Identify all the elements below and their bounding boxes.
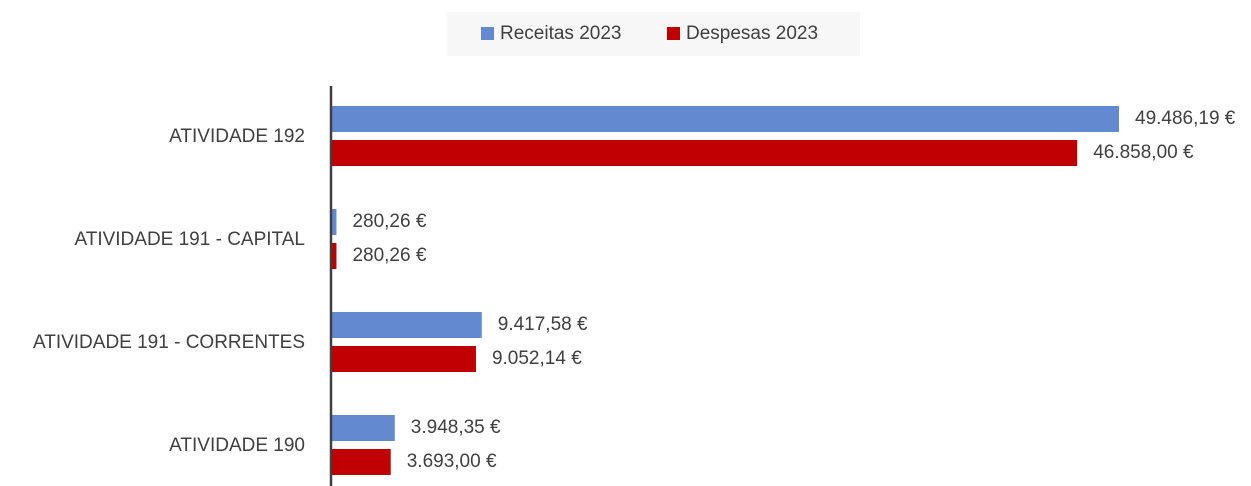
y-tick-label: ATIVIDADE 191 - CAPITAL — [74, 229, 305, 250]
bar — [332, 140, 1078, 166]
value-label: 280,26 € — [352, 211, 426, 232]
legend-label: Despesas 2023 — [686, 23, 818, 44]
bar — [332, 243, 337, 269]
value-label: 46.858,00 € — [1093, 142, 1194, 163]
value-label: 3.948,35 € — [411, 417, 501, 438]
bar — [332, 449, 391, 475]
value-label: 3.693,00 € — [407, 451, 497, 472]
legend-swatch — [667, 27, 680, 40]
bar — [332, 312, 482, 338]
bar — [332, 415, 395, 441]
legend-label: Receitas 2023 — [500, 23, 621, 44]
value-label: 9.417,58 € — [498, 314, 588, 335]
legend-swatch — [481, 27, 494, 40]
value-label: 9.052,14 € — [492, 348, 582, 369]
bar — [332, 209, 337, 235]
value-label: 280,26 € — [352, 245, 426, 266]
y-tick-label: ATIVIDADE 192 — [169, 126, 305, 147]
legend-box — [447, 12, 860, 56]
value-label: 49.486,19 € — [1135, 108, 1236, 129]
bar — [332, 346, 476, 372]
bar — [332, 106, 1119, 132]
y-tick-label: ATIVIDADE 191 - CORRENTES — [33, 332, 305, 353]
y-tick-label: ATIVIDADE 190 — [169, 435, 305, 456]
